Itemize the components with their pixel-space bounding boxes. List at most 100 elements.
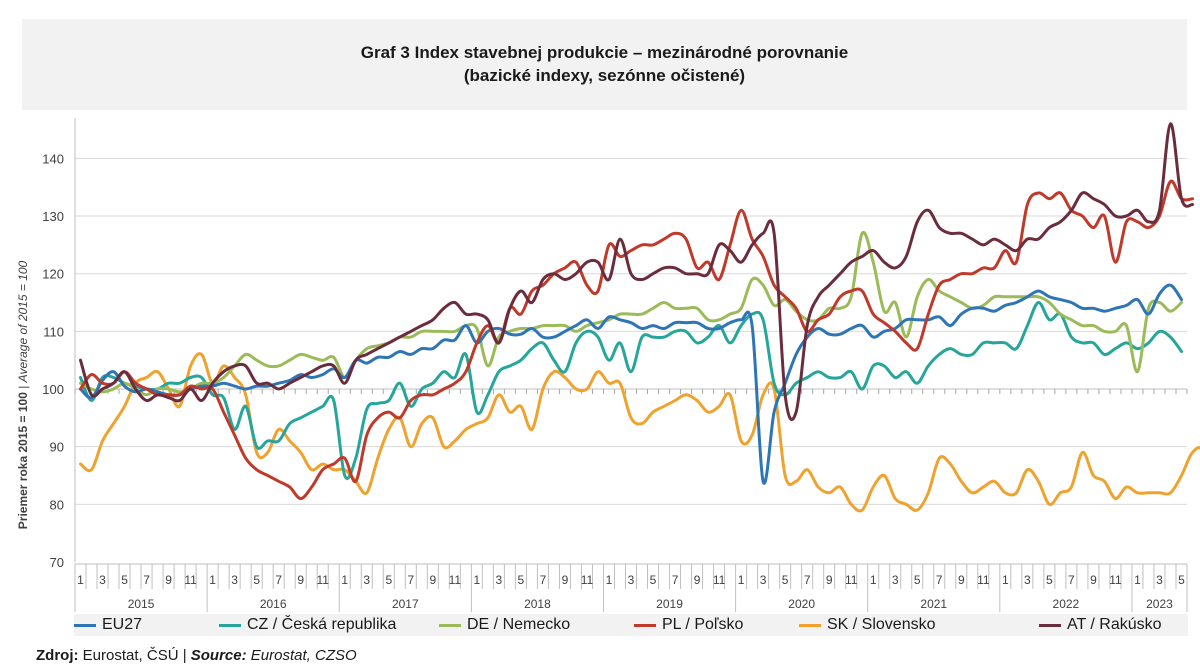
y-tick-label: 140 [42, 151, 64, 166]
x-month-label: 1 [341, 573, 348, 587]
x-year-label: 2023 [1146, 597, 1173, 611]
chart-title-box: Graf 3 Index stavebnej produkcie – mezin… [22, 19, 1187, 110]
x-month-label: 5 [1178, 573, 1185, 587]
x-month-label: 1 [1002, 573, 1009, 587]
x-month-label: 7 [804, 573, 811, 587]
x-month-label: 9 [562, 573, 569, 587]
x-month-label: 9 [165, 573, 172, 587]
x-month-label: 11 [184, 573, 197, 587]
legend-label: SK / Slovensko [827, 616, 936, 633]
x-month-label: 9 [297, 573, 304, 587]
x-month-label: 11 [845, 573, 858, 587]
x-month-label: 1 [606, 573, 613, 587]
y-tick-label: 120 [42, 267, 64, 282]
y-tick-label: 100 [42, 382, 64, 397]
legend-swatch [1039, 624, 1061, 627]
x-month-label: 1 [474, 573, 481, 587]
x-month-label: 7 [275, 573, 282, 587]
x-month-label: 5 [518, 573, 525, 587]
x-month-label: 1 [870, 573, 877, 587]
x-month-label: 9 [958, 573, 965, 587]
x-month-label: 1 [738, 573, 745, 587]
x-month-label: 3 [1024, 573, 1031, 587]
legend-label: CZ / Česká republika [247, 616, 397, 633]
y-tick-label: 90 [50, 440, 64, 455]
legend-swatch [799, 624, 821, 627]
x-month-label: 1 [209, 573, 216, 587]
x-month-label: 7 [936, 573, 943, 587]
x-month-label: 3 [496, 573, 503, 587]
legend-label: AT / Rakúsko [1067, 616, 1162, 633]
legend-swatch [439, 624, 461, 627]
x-year-label: 2021 [920, 597, 947, 611]
x-month-label: 3 [231, 573, 238, 587]
x-month-label: 5 [650, 573, 657, 587]
x-month-label: 7 [143, 573, 150, 587]
x-year-label: 2018 [524, 597, 551, 611]
x-month-label: 9 [429, 573, 436, 587]
x-month-label: 1 [1134, 573, 1141, 587]
x-month-label: 9 [694, 573, 701, 587]
x-month-label: 7 [540, 573, 547, 587]
x-month-label: 9 [826, 573, 833, 587]
y-axis-label-main: Priemer roka 2015 = 100 [16, 392, 30, 529]
x-month-label: 11 [713, 573, 726, 587]
x-year-label: 2015 [128, 597, 155, 611]
x-month-label: 5 [1046, 573, 1053, 587]
x-month-label: 11 [977, 573, 990, 587]
legend-label: EU27 [102, 616, 143, 633]
chart-legend: EU27 CZ / Česká republika DE / Nemecko PL /… [74, 614, 1188, 636]
x-year-label: 2019 [656, 597, 683, 611]
y-tick-label: 70 [50, 555, 64, 570]
x-month-label: 3 [760, 573, 767, 587]
legend-swatch [219, 624, 241, 627]
x-month-label: 3 [99, 573, 106, 587]
y-tick-label: 130 [42, 209, 64, 224]
x-month-label: 5 [385, 573, 392, 587]
source-italic-text: Eurostat, CZSO [246, 647, 357, 664]
source-note: Zdroj: Eurostat, ČSÚ | Source: Eurostat,… [36, 647, 357, 664]
y-tick-label: 110 [43, 324, 64, 339]
y-axis-label: Priemer roka 2015 = 100 | Average of 201… [16, 260, 30, 529]
legend-label: DE / Nemecko [467, 616, 571, 633]
x-month-label: 5 [253, 573, 260, 587]
x-month-label: 11 [449, 573, 462, 587]
x-month-label: 5 [914, 573, 921, 587]
x-month-label: 5 [121, 573, 128, 587]
x-month-label: 3 [892, 573, 899, 587]
x-month-label: 3 [628, 573, 635, 587]
x-month-label: 1 [77, 573, 84, 587]
x-month-label: 3 [1156, 573, 1163, 587]
y-tick-label: 80 [50, 497, 64, 512]
y-axis-label-italic: Average of 2015 = 100 [16, 260, 30, 383]
x-year-label: 2022 [1053, 597, 1080, 611]
series-line-4 [79, 179, 1194, 501]
x-month-label: 7 [407, 573, 414, 587]
source-text: Eurostat, ČSÚ | [78, 647, 191, 664]
series-line-3 [79, 230, 1183, 397]
series-line-2 [79, 301, 1183, 480]
source-label: Zdroj: [36, 647, 79, 664]
x-month-label: 7 [1068, 573, 1075, 587]
x-month-label: 11 [581, 573, 594, 587]
x-month-label: 3 [363, 573, 370, 587]
x-month-label: 11 [1109, 573, 1122, 587]
series-line-1 [79, 283, 1183, 485]
x-month-label: 5 [782, 573, 789, 587]
y-axis-label-sep: | [16, 382, 30, 392]
x-month-label: 7 [672, 573, 679, 587]
x-year-label: 2020 [788, 597, 815, 611]
chart-title-line1: Graf 3 Index stavebnej produkcie – mezin… [360, 43, 849, 62]
x-year-label: 2016 [260, 597, 287, 611]
legend-swatch [74, 624, 96, 627]
series-line-6 [79, 122, 1194, 422]
x-month-label: 9 [1090, 573, 1097, 587]
source-italic-label: Source: [190, 647, 247, 664]
chart-title-line2: (bazické indexy, sezónne očistené) [463, 66, 746, 85]
x-month-label: 11 [316, 573, 329, 587]
legend-swatch [634, 624, 656, 627]
series-line-5 [79, 352, 1200, 513]
legend-label: PL / Poľsko [662, 616, 744, 633]
x-year-label: 2017 [392, 597, 419, 611]
